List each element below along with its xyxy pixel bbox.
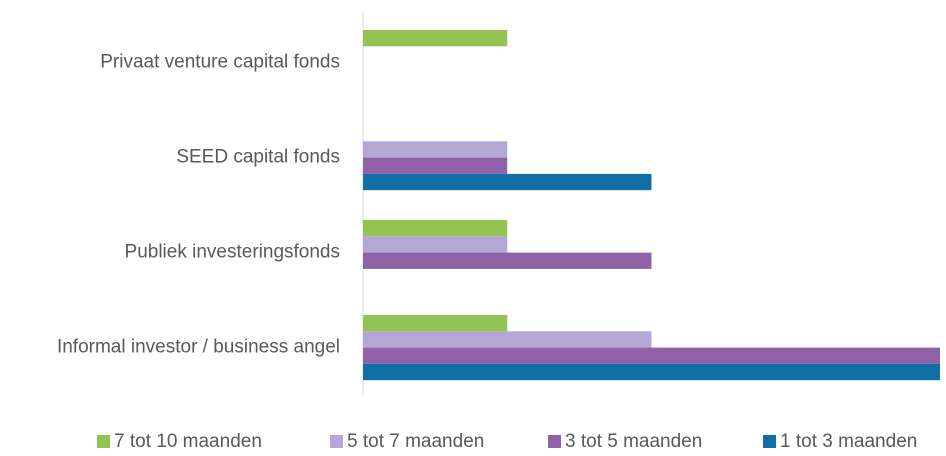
y-tick-label: Publiek investeringsfonds: [125, 242, 340, 263]
bar: [363, 363, 940, 381]
y-tick-label: Privaat venture capital fonds: [100, 52, 340, 73]
legend-swatch: [97, 435, 110, 448]
bar: [363, 252, 652, 269]
legend-label: 3 tot 5 maanden: [565, 431, 702, 452]
bar: [363, 331, 652, 348]
legend-label: 7 tot 10 maanden: [114, 431, 262, 452]
bar: [363, 157, 508, 174]
bar: [363, 220, 508, 237]
legend-swatch: [763, 435, 776, 448]
bar: [363, 141, 508, 158]
bar: [363, 315, 508, 332]
legend-swatch: [330, 435, 343, 448]
bar: [363, 347, 940, 364]
legend-label: 5 tot 7 maanden: [347, 431, 484, 452]
bar: [363, 173, 652, 191]
bar: [363, 236, 508, 253]
y-tick-label: SEED capital fonds: [176, 147, 340, 168]
legend-label: 1 tot 3 maanden: [780, 431, 917, 452]
legend-swatch: [548, 435, 561, 448]
y-tick-label: Informal investor / business angel: [57, 337, 340, 358]
bar: [363, 30, 508, 47]
